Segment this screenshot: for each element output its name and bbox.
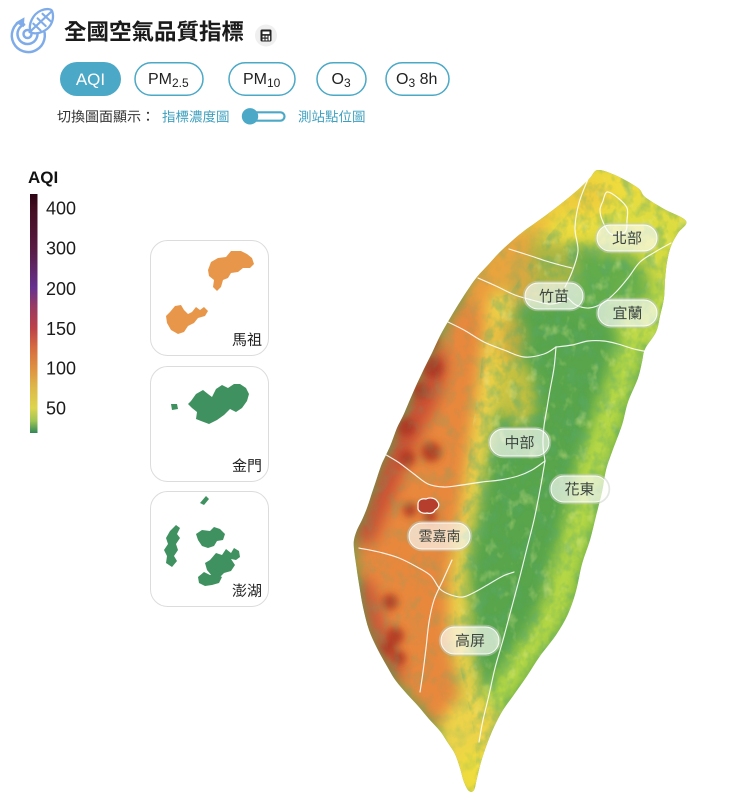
svg-text:O3: O3	[332, 71, 351, 90]
svg-text:200: 200	[46, 279, 76, 299]
svg-text:100: 100	[46, 358, 76, 378]
svg-text:AQI: AQI	[76, 70, 105, 89]
svg-text:O3 8h: O3 8h	[396, 71, 437, 90]
svg-text:300: 300	[46, 238, 76, 258]
svg-text:50: 50	[46, 398, 66, 418]
svg-text:AQI: AQI	[28, 168, 58, 187]
svg-text:PM2.5: PM2.5	[148, 71, 189, 90]
svg-text:PM10: PM10	[243, 71, 281, 90]
svg-text:150: 150	[46, 319, 76, 339]
svg-text:400: 400	[46, 198, 76, 218]
